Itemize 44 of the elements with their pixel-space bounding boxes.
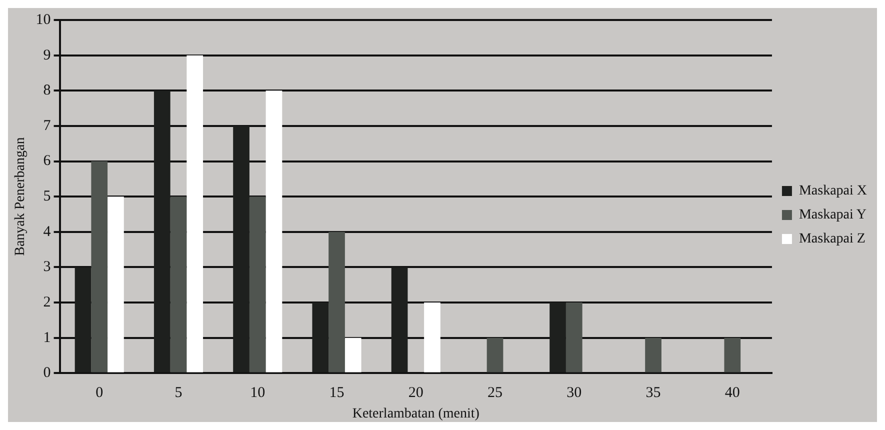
bar — [233, 126, 250, 372]
bar — [249, 196, 266, 372]
bar — [154, 90, 170, 372]
x-tick-label: 15 — [329, 385, 344, 402]
legend-label: Maskapai X — [798, 184, 868, 199]
bar — [724, 338, 741, 372]
x-tick-label: 20 — [408, 385, 424, 402]
x-tick-label: 30 — [566, 385, 582, 402]
x-tick-label: 0 — [96, 385, 104, 402]
bar — [170, 196, 187, 372]
bar — [486, 338, 504, 372]
y-tick-label: 4 — [43, 224, 52, 240]
x-tick-label: 35 — [646, 385, 661, 402]
x-tick-label: 5 — [174, 385, 182, 402]
y-axis-title: Banyak Penerbangan — [13, 137, 28, 256]
bar — [74, 267, 92, 372]
y-tick-label: 7 — [43, 118, 52, 134]
y-tick-label: 8 — [43, 82, 51, 99]
y-tick-label: 5 — [43, 188, 51, 205]
bar — [108, 196, 124, 372]
y-tick-label: 2 — [43, 294, 51, 310]
y-tick-label: 6 — [43, 153, 52, 170]
x-axis-title: Keterlambatan (menit) — [352, 406, 480, 422]
y-tick-label: 3 — [43, 259, 51, 276]
y-tick-label: 10 — [36, 12, 51, 28]
x-tick-label: 10 — [250, 385, 266, 402]
legend-label: Maskapai Z — [798, 232, 866, 247]
y-tick-label: 1 — [43, 330, 51, 346]
bar — [312, 302, 329, 372]
bar — [91, 161, 108, 372]
bar — [550, 302, 566, 372]
bar — [391, 267, 408, 372]
bar — [186, 55, 204, 372]
x-tick-label: 40 — [724, 385, 740, 402]
bar — [424, 302, 440, 372]
bar — [344, 338, 362, 372]
legend-label: Maskapai Y — [798, 208, 866, 223]
bar — [566, 302, 582, 372]
x-tick-label: 25 — [488, 385, 503, 402]
y-tick-label: 9 — [43, 47, 51, 64]
bar — [645, 338, 662, 372]
y-tick-label: 0 — [43, 365, 51, 382]
bar — [328, 232, 345, 372]
bar — [266, 90, 282, 372]
